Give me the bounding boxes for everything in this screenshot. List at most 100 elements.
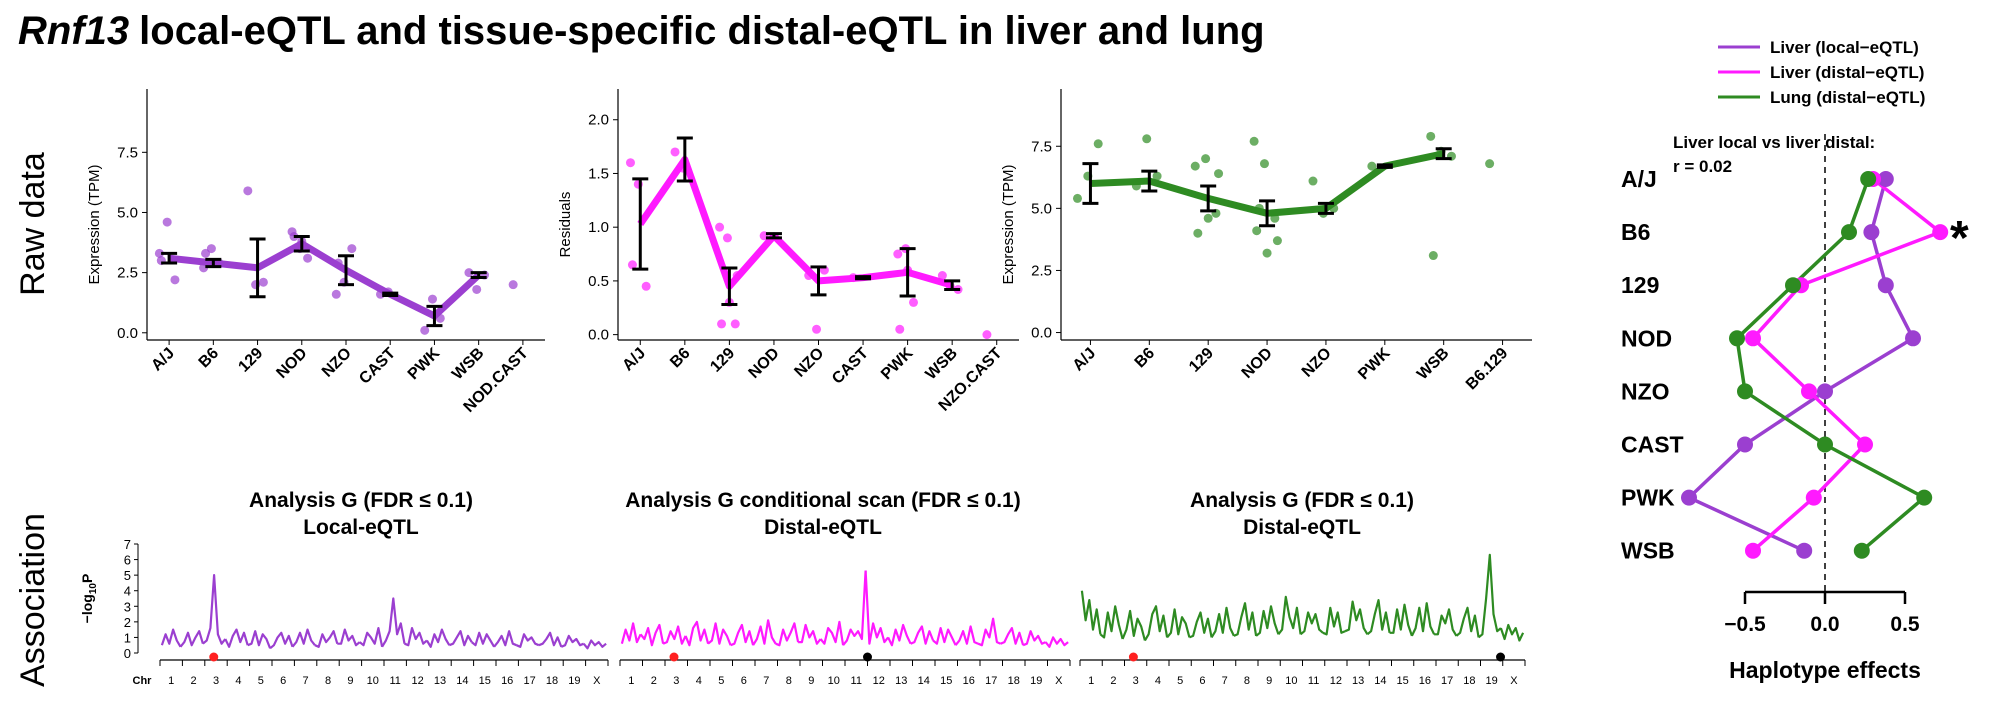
y-tick-label: 1 xyxy=(124,630,131,645)
x-tick-label: 6 xyxy=(1199,675,1205,687)
scan-line xyxy=(662,625,687,645)
effect-point xyxy=(1785,277,1801,294)
x-tick-label: 16 xyxy=(963,675,975,687)
scan-line xyxy=(1455,606,1480,638)
x-tick-label: 14 xyxy=(1374,675,1386,687)
scan-line xyxy=(1255,605,1280,637)
scan-line xyxy=(819,620,845,646)
data-point xyxy=(1428,251,1438,261)
y-axis-label: Expression (TPM) xyxy=(1000,164,1017,284)
x-tick-label: 1 xyxy=(1088,675,1094,687)
x-tick-label: 1 xyxy=(168,675,174,687)
scan-line xyxy=(404,627,428,647)
scan-line xyxy=(1099,605,1124,640)
scan-line xyxy=(337,628,361,647)
x-tick-label: 2 xyxy=(651,675,657,687)
x-tick-label: NOD xyxy=(746,345,783,382)
data-point xyxy=(1190,161,1200,171)
x-tick-label: NZO xyxy=(791,345,827,381)
effect-point xyxy=(1805,489,1822,506)
x-tick-label: PWK xyxy=(405,344,444,383)
data-point xyxy=(908,297,918,307)
data-point xyxy=(1259,159,1269,169)
effect-point xyxy=(1857,436,1873,453)
scan-line xyxy=(202,574,227,645)
effect-point xyxy=(1729,330,1745,347)
scan-line xyxy=(977,617,1002,647)
x-tick-label: WSB xyxy=(1414,345,1452,383)
annotation: r = 0.02 xyxy=(1673,157,1732,176)
effect-point xyxy=(1905,330,1921,347)
y-tick-label: 0.0 xyxy=(588,327,609,344)
data-point xyxy=(464,268,474,278)
x-tick-label: 7 xyxy=(763,675,769,687)
data-point xyxy=(1252,226,1262,236)
locus-marker xyxy=(863,652,872,662)
error-bar xyxy=(249,237,266,299)
error-bar xyxy=(293,235,310,253)
effect-point xyxy=(1853,542,1870,559)
scan-line xyxy=(1344,600,1369,635)
data-point xyxy=(420,325,430,335)
x-tick-label: 9 xyxy=(347,675,353,687)
x-tick-label: X xyxy=(1055,675,1063,687)
scan-line xyxy=(1233,602,1258,637)
x-tick-label: 2 xyxy=(1110,675,1116,687)
effect-point xyxy=(1860,171,1877,187)
scan-line xyxy=(425,628,451,648)
scan-line xyxy=(707,622,732,646)
effect-point xyxy=(1877,277,1894,294)
scan-line xyxy=(269,631,294,650)
error-bar xyxy=(632,177,649,271)
x-tick-label: 11 xyxy=(389,675,400,687)
x-tick-label: 0.0 xyxy=(1810,613,1839,636)
error-bar xyxy=(470,271,487,279)
data-point xyxy=(937,271,947,281)
data-point xyxy=(715,222,725,232)
error-bar xyxy=(1200,184,1217,213)
x-tick-label: 18 xyxy=(1463,675,1475,687)
panel-title: Local-eQTL xyxy=(303,516,419,539)
y-tick-label: 7.5 xyxy=(117,144,138,161)
data-point xyxy=(1152,171,1162,181)
scan-line xyxy=(932,627,957,646)
effect-point xyxy=(1817,383,1833,400)
x-tick-label: 129 xyxy=(1186,345,1217,376)
data-point xyxy=(893,249,903,259)
y-tick-label: 2.5 xyxy=(1031,262,1052,279)
y-tick-label: 2 xyxy=(124,615,131,630)
scan-line xyxy=(247,630,272,649)
scan-line xyxy=(684,620,710,647)
scan-line xyxy=(1044,636,1069,648)
scan-line xyxy=(1277,595,1302,635)
effect-line xyxy=(1750,177,1944,553)
y-tick-label: CAST xyxy=(1621,432,1684,458)
data-point xyxy=(1426,131,1436,141)
error-bar xyxy=(1082,162,1099,205)
x-tick-label: 129 xyxy=(707,345,738,376)
scan-line xyxy=(1166,608,1191,639)
x-tick-label: B6 xyxy=(196,345,223,372)
effect-line xyxy=(1685,178,1916,553)
data-point xyxy=(895,324,905,334)
scan-line xyxy=(493,630,517,648)
scan-line xyxy=(639,623,665,647)
scan-line xyxy=(1000,627,1025,646)
data-point xyxy=(1308,176,1318,186)
scan-line xyxy=(864,570,889,645)
x-tick-label: 13 xyxy=(434,675,446,687)
x-tick-label: CAST xyxy=(356,345,399,388)
scan-line xyxy=(448,630,473,647)
y-axis-label: Expression (TPM) xyxy=(86,164,103,284)
y-tick-label: 1.5 xyxy=(588,165,609,182)
x-tick-label: X xyxy=(1510,675,1518,687)
scan-line xyxy=(1389,603,1413,637)
scan-line xyxy=(582,639,607,650)
scan-line xyxy=(359,627,384,648)
legend-label: Liver (local−eQTL) xyxy=(1770,38,1919,57)
effect-point xyxy=(1932,224,1949,241)
annotation: Liver local vs liver distal: xyxy=(1673,133,1875,152)
locus-marker xyxy=(669,652,679,662)
data-point xyxy=(1262,248,1272,258)
